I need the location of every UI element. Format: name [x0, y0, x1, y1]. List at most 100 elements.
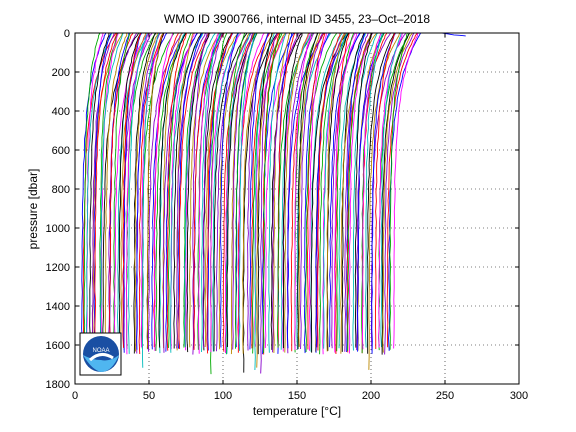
temperature-profile-line [242, 32, 278, 373]
temperature-profile-line [134, 32, 159, 352]
temperature-profile-line [89, 32, 110, 351]
y-axis-label: pressure [dbar] [26, 169, 40, 250]
x-tick-label: 50 [143, 390, 155, 402]
temperature-profile-line [382, 32, 413, 353]
temperature-profile-line [188, 32, 220, 348]
temperature-profile-line [114, 32, 149, 349]
temperature-profile-line [99, 32, 124, 350]
temperature-profile-line [216, 32, 252, 352]
y-tick-label: 1600 [46, 340, 70, 352]
temperature-profile-line [118, 32, 141, 353]
temperature-profile-line [212, 32, 240, 352]
temperature-profile-line [354, 32, 373, 348]
temperature-profile-line [260, 32, 278, 374]
y-tick-label: 1000 [46, 223, 70, 235]
temperature-profile-line [284, 32, 310, 353]
temperature-profile-line [366, 32, 395, 354]
temperature-profile-line [192, 32, 208, 355]
temperature-profile-line [173, 32, 202, 349]
temperature-profile-line [125, 32, 150, 355]
temperature-profile-line [147, 32, 183, 352]
x-tick-label: 150 [288, 390, 306, 402]
temperature-profile-line [305, 32, 337, 353]
temperature-profile-line [334, 32, 358, 353]
temperature-profile-line [308, 33, 327, 351]
temperature-profile-line [93, 32, 112, 351]
temperature-profile-line [252, 32, 283, 354]
temperature-profile-line [153, 32, 174, 351]
temperature-profile-line [99, 32, 119, 350]
temperature-profile-line [138, 32, 164, 355]
temperature-profile-line [222, 32, 256, 352]
temperature-profile-line [249, 32, 269, 350]
temperature-profile-line [184, 32, 216, 348]
temperature-profile-line [303, 32, 331, 354]
temperature-profile-line [238, 32, 265, 349]
temperature-profile-line [120, 32, 147, 350]
temperature-profile-line [167, 32, 192, 348]
temperature-profile-line [204, 32, 239, 348]
temperature-profile-line [146, 32, 164, 349]
temperature-profile-line [213, 32, 248, 352]
temperature-profile-line [326, 32, 345, 352]
temperature-profile-line [104, 32, 128, 350]
temperature-profile-line [268, 32, 287, 353]
noaa-logo-text: NOAA [92, 348, 109, 354]
temperature-profile-line [176, 32, 207, 349]
temperature-profile-line [133, 32, 157, 354]
temperature-profile-line [262, 32, 282, 354]
temperature-profile-line [346, 32, 366, 352]
temperature-profile-line [210, 32, 228, 375]
temperature-profile-line [331, 32, 361, 349]
noaa-logo: NOAA [79, 332, 122, 376]
temperature-profile-line [393, 32, 419, 349]
temperature-profile-line [380, 32, 402, 348]
temperature-profile-line [386, 32, 418, 348]
y-tick-label: 1200 [46, 262, 70, 274]
temperature-profile-line [296, 32, 332, 350]
y-tick-label: 1400 [46, 301, 70, 313]
temperature-profile-line [361, 32, 382, 350]
temperature-profile-line [83, 32, 101, 351]
temperature-profile-line [344, 32, 369, 352]
temperature-profile-line [238, 32, 257, 351]
temperature-profile-line [322, 32, 348, 349]
temperature-profile-line [140, 32, 165, 348]
temperature-profile-line [294, 32, 312, 350]
x-tick-label: 250 [436, 390, 454, 402]
temperature-profile-line [94, 32, 118, 352]
temperature-profile-line [81, 32, 107, 354]
y-tick-label: 1800 [46, 379, 70, 391]
temperature-profile-line [163, 32, 198, 353]
temperature-profile-line [102, 32, 139, 355]
temperature-profile-line [300, 32, 324, 349]
y-tick-label: 400 [52, 106, 70, 118]
temperature-profile-line [388, 32, 422, 351]
x-tick-label: 300 [510, 390, 528, 402]
temperature-profile-line [141, 32, 160, 368]
temperature-profile-line [371, 33, 396, 354]
temperature-profile-line [198, 32, 219, 354]
temperature-profile-line [329, 32, 361, 348]
temperature-profile-line [365, 32, 384, 348]
temperature-profile-line [317, 32, 342, 351]
temperature-profile-line [336, 32, 354, 352]
temperature-profile-line [151, 32, 187, 350]
x-ticks: 0 50 100 150 200 250 300 [72, 33, 528, 402]
y-tick-label: 600 [52, 145, 70, 157]
temperature-profile-line [282, 32, 303, 349]
temperature-profile-line [128, 32, 148, 354]
temperature-profile-line [201, 32, 221, 352]
temperature-profile-line [348, 32, 374, 354]
x-tick-label: 200 [362, 390, 380, 402]
temperature-profile-line [178, 32, 210, 350]
temperature-profile-line [242, 32, 274, 354]
temperature-profile-line [280, 32, 312, 350]
temperature-profile-line [352, 32, 379, 351]
temperature-profile-line [91, 32, 115, 351]
y-tick-label: 200 [52, 67, 70, 79]
temperature-profile-line [298, 32, 321, 348]
y-tick-label: 0 [64, 28, 70, 40]
temperature-profile-line [193, 32, 225, 350]
y-tick-label: 800 [52, 184, 70, 196]
